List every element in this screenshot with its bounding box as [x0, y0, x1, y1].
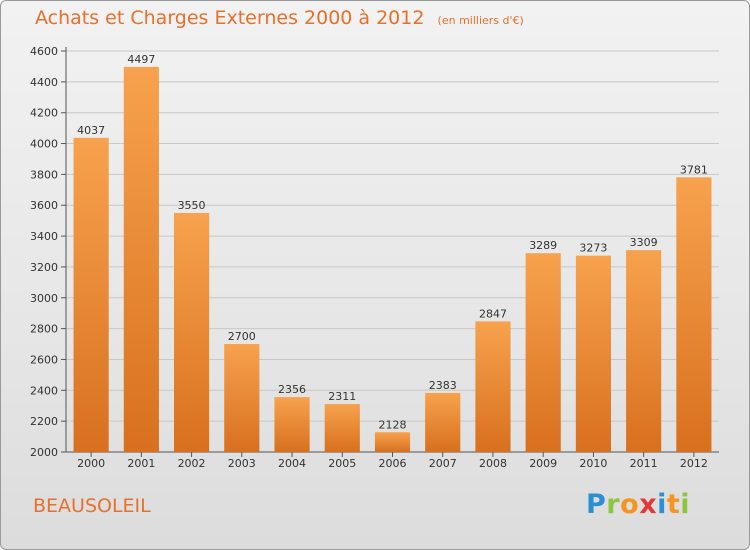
data-label: 3289 — [529, 239, 557, 252]
bar — [324, 404, 360, 452]
data-label: 2311 — [328, 390, 356, 403]
bar — [274, 397, 310, 452]
city-name: BEAUSOLEIL — [33, 495, 151, 517]
y-tick-label: 2400 — [30, 384, 58, 397]
data-label: 2383 — [429, 379, 457, 392]
x-tick-label: 2004 — [278, 457, 306, 470]
data-label: 4497 — [127, 53, 155, 66]
y-tick-label: 2800 — [30, 323, 58, 336]
y-tick-label: 4600 — [30, 45, 58, 58]
bar — [73, 137, 109, 453]
bar — [676, 177, 712, 452]
bar — [374, 432, 411, 452]
y-tick-label: 2600 — [30, 353, 58, 366]
grid-lines — [66, 50, 719, 422]
x-tick-label: 2002 — [178, 457, 206, 470]
x-tick-label: 2010 — [579, 457, 607, 470]
bar — [425, 392, 461, 452]
y-tick-label: 3200 — [30, 261, 58, 274]
data-label: 3309 — [630, 236, 658, 249]
data-label: 4037 — [77, 124, 105, 137]
logo-letter: i — [657, 489, 667, 520]
x-tick-labels: 2000 2001 2002 2003 2004 2005 2006 2007 2008 2009… — [77, 457, 708, 470]
y-tick-label: 3000 — [30, 292, 58, 305]
y-tick-label: 2200 — [30, 415, 58, 428]
y-tick-label: 3400 — [30, 230, 58, 243]
bar — [173, 212, 210, 452]
logo-letter: o — [620, 489, 640, 520]
data-label: 3273 — [579, 242, 607, 255]
x-tick-label: 2005 — [328, 457, 356, 470]
data-label: 2356 — [278, 383, 306, 396]
axes — [61, 47, 719, 457]
logo-letter: x — [639, 489, 658, 520]
bar — [525, 253, 561, 452]
x-tick-label: 2003 — [228, 457, 256, 470]
x-tick-label: 2001 — [127, 457, 155, 470]
chart-subtitle: (en milliers d'€) — [437, 14, 524, 27]
x-tick-label: 2007 — [429, 457, 457, 470]
data-labels: 4037 4497 3550 2700 2356 2311 2128 2383 2847 3289… — [77, 53, 708, 431]
y-tick-label: 4400 — [30, 76, 58, 89]
data-label: 2128 — [379, 418, 407, 431]
y-tick-labels: 2000 2200 2400 2600 2800 3000 3200 3400 3600 3800… — [30, 45, 58, 459]
logo-letter: t — [666, 489, 681, 520]
proxiti-logo: Proxiti — [586, 489, 690, 520]
bar — [575, 255, 612, 452]
bar — [123, 66, 159, 452]
x-tick-label: 2006 — [379, 457, 407, 470]
y-tick-label: 3800 — [30, 168, 58, 181]
bars — [73, 66, 712, 453]
chart-title: Achats et Charges Externes 2000 à 2012 — [35, 7, 425, 29]
x-tick-label: 2009 — [529, 457, 557, 470]
y-tick-label: 4200 — [30, 107, 58, 120]
data-label: 3781 — [680, 163, 708, 176]
logo-letter: P — [586, 489, 607, 520]
x-tick-label: 2000 — [77, 457, 105, 470]
x-tick-label: 2008 — [479, 457, 507, 470]
bar — [626, 250, 662, 452]
data-label: 3550 — [178, 199, 206, 212]
data-label: 2700 — [228, 330, 256, 343]
logo-letter: i — [680, 489, 691, 520]
data-label: 2847 — [479, 307, 507, 320]
bar — [475, 321, 511, 452]
logo-letter: r — [606, 489, 621, 520]
chart-header: Achats et Charges Externes 2000 à 2012 (… — [35, 7, 524, 29]
y-tick-label: 4000 — [30, 138, 58, 151]
bar — [224, 344, 260, 452]
y-tick-label: 3600 — [30, 199, 58, 212]
x-tick-label: 2011 — [630, 457, 658, 470]
y-tick-label: 2000 — [30, 446, 58, 459]
x-tick-label: 2012 — [680, 457, 708, 470]
